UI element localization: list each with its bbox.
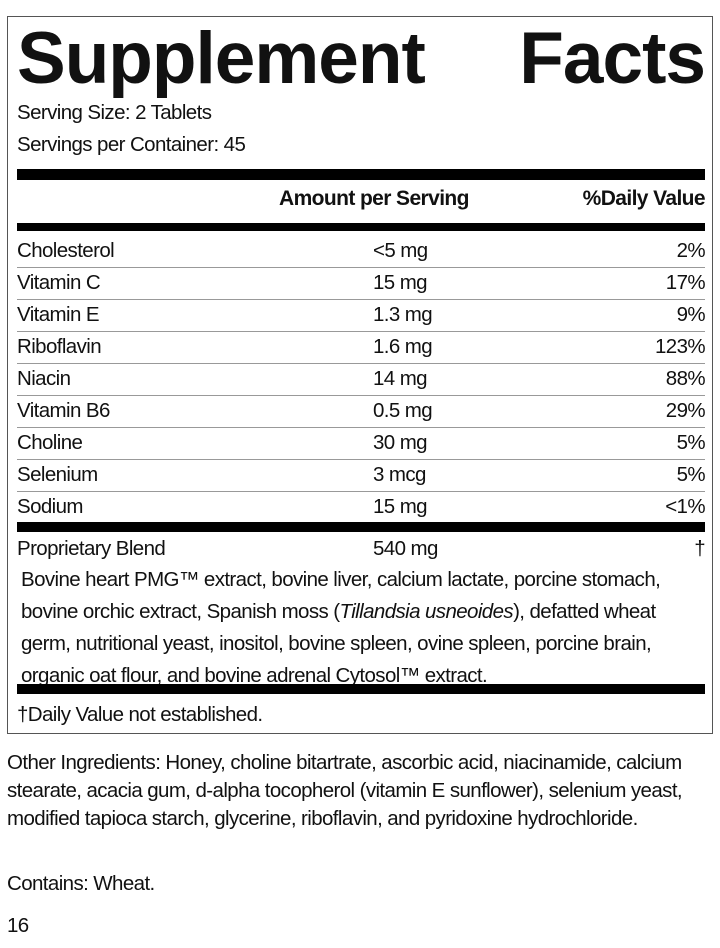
page-number: 16	[7, 914, 29, 937]
divider-bar	[17, 522, 705, 532]
nutrient-row: Vitamin E 1.3 mg 9%	[17, 299, 706, 332]
contains-statement: Contains: Wheat.	[7, 872, 155, 895]
nutrient-daily-value: 5%	[676, 431, 706, 454]
amount-header: Amount per Serving	[279, 187, 469, 210]
nutrient-name: Niacin	[17, 367, 71, 390]
nutrient-daily-value: 9%	[676, 303, 706, 326]
nutrient-row: Sodium 15 mg <1%	[17, 491, 706, 523]
nutrient-amount: 1.6 mg	[373, 335, 433, 358]
nutrient-amount: 1.3 mg	[373, 303, 433, 326]
servings-per-container: Servings per Container: 45	[17, 133, 246, 156]
title-word-2: Facts	[519, 18, 706, 99]
nutrient-daily-value: <1%	[665, 495, 705, 518]
nutrient-amount: 3 mcg	[373, 463, 426, 486]
nutrient-name: Vitamin B6	[17, 399, 110, 422]
serving-size: Serving Size: 2 Tablets	[17, 101, 212, 124]
nutrient-amount: 0.5 mg	[373, 399, 433, 422]
nutrient-daily-value: 2%	[676, 239, 706, 262]
blend-name: Proprietary Blend	[17, 537, 166, 560]
nutrient-name: Cholesterol	[17, 239, 115, 262]
nutrient-row: Selenium 3 mcg 5%	[17, 459, 706, 492]
footnote: †Daily Value not established.	[17, 703, 263, 726]
blend-amount: 540 mg	[373, 537, 438, 560]
nutrient-row: Riboflavin 1.6 mg 123%	[17, 331, 706, 364]
divider-bar	[17, 223, 705, 231]
nutrient-amount: 15 mg	[373, 271, 428, 294]
nutrient-name: Riboflavin	[17, 335, 102, 358]
nutrient-amount: 15 mg	[373, 495, 428, 518]
other-ingredients: Other Ingredients: Honey, choline bitart…	[7, 751, 683, 830]
nutrient-name: Vitamin E	[17, 303, 100, 326]
divider-bar	[17, 684, 705, 694]
nutrient-row: Cholesterol <5 mg 2%	[17, 235, 706, 268]
nutrient-daily-value: 123%	[654, 335, 706, 358]
nutrient-daily-value: 17%	[665, 271, 706, 294]
nutrient-row: Vitamin C 15 mg 17%	[17, 267, 706, 300]
divider-bar	[17, 169, 705, 180]
nutrient-amount: <5 mg	[373, 239, 428, 262]
nutrient-amount: 14 mg	[373, 367, 428, 390]
ingredients-text: Bovine heart PMG™ extract, bovine liver,…	[21, 568, 661, 623]
nutrient-daily-value: 5%	[676, 463, 706, 486]
nutrient-row: Vitamin B6 0.5 mg 29%	[17, 395, 706, 428]
ingredients-text: ), defatted wheat germ, nutritional yeas…	[21, 600, 656, 687]
blend-ingredients: Bovine heart PMG™ extract, bovine liver,…	[21, 564, 705, 692]
nutrient-row: Choline 30 mg 5%	[17, 427, 706, 460]
nutrient-amount: 30 mg	[373, 431, 428, 454]
ingredients-latin-name: Tillandsia usneoides	[339, 600, 514, 623]
blend-dv: †	[694, 537, 705, 560]
daily-value-header: %Daily Value	[582, 187, 706, 210]
nutrient-daily-value: 88%	[665, 367, 706, 390]
nutrient-name: Choline	[17, 431, 83, 454]
supplement-facts-panel: Supplement Facts Serving Size: 2 Tablets…	[7, 16, 713, 734]
panel-title: Supplement Facts	[17, 18, 706, 99]
nutrient-name: Selenium	[17, 463, 98, 486]
nutrient-daily-value: 29%	[665, 399, 706, 422]
nutrient-name: Sodium	[17, 495, 84, 518]
proprietary-blend-row: Proprietary Blend 540 mg †	[17, 533, 706, 565]
nutrient-name: Vitamin C	[17, 271, 101, 294]
title-word-1: Supplement	[17, 18, 426, 99]
nutrient-row: Niacin 14 mg 88%	[17, 363, 706, 396]
